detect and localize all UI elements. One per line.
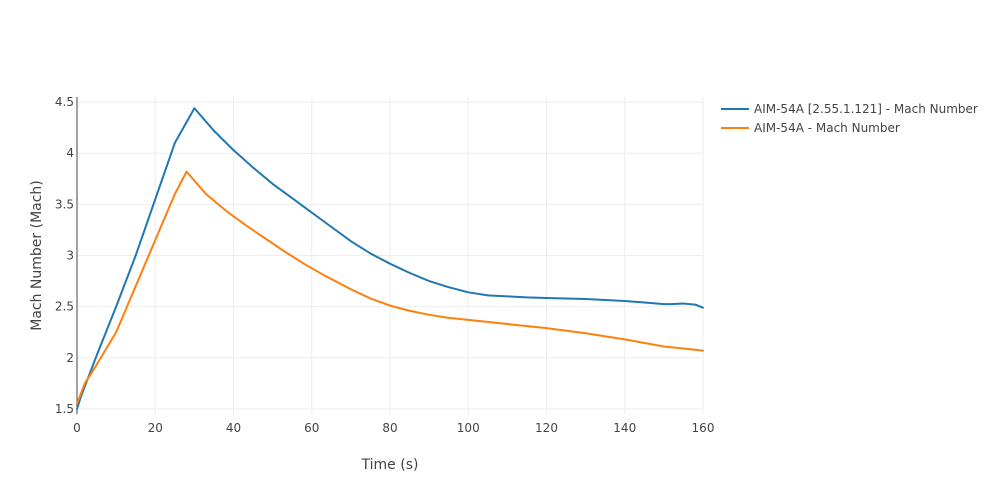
x-tick-label: 160 xyxy=(692,421,715,435)
x-tick-label: 120 xyxy=(535,421,558,435)
y-tick-label: 4.5 xyxy=(55,95,74,109)
x-tick-label: 40 xyxy=(226,421,241,435)
legend-label: AIM-54A - Mach Number xyxy=(754,121,900,135)
series-line-1 xyxy=(76,107,704,410)
legend-label: AIM-54A [2.55.1.121] - Mach Number xyxy=(754,102,978,116)
series-lines xyxy=(76,107,704,410)
legend-item-2[interactable]: AIM-54A - Mach Number xyxy=(721,121,900,135)
y-tick-label: 3 xyxy=(66,249,74,263)
x-tick-label: 80 xyxy=(382,421,397,435)
y-tick-label: 2 xyxy=(66,351,74,365)
y-tick-label: 4 xyxy=(66,146,74,160)
x-tick-label: 60 xyxy=(304,421,319,435)
y-axis-title: Mach Number (Mach) xyxy=(29,180,45,331)
x-tick-label: 100 xyxy=(457,421,480,435)
x-tick-label: 140 xyxy=(613,421,636,435)
series-line-2 xyxy=(76,170,704,405)
legend-item-1[interactable]: AIM-54A [2.55.1.121] - Mach Number xyxy=(721,102,978,116)
x-tick-label: 0 xyxy=(73,421,81,435)
y-tick-label: 2.5 xyxy=(55,300,74,314)
legend[interactable]: AIM-54A [2.55.1.121] - Mach Number AIM-54… xyxy=(721,102,978,135)
y-tick-label: 1.5 xyxy=(55,402,74,416)
grid-lines xyxy=(77,97,704,414)
y-tick-label: 3.5 xyxy=(55,197,74,211)
x-axis-title: Time (s) xyxy=(361,457,419,473)
tick-labels: 0 20 40 60 80 100 120 140 160 1.5 2 2.5 3 3.5 4 4.5 xyxy=(55,95,715,435)
x-tick-label: 20 xyxy=(148,421,163,435)
